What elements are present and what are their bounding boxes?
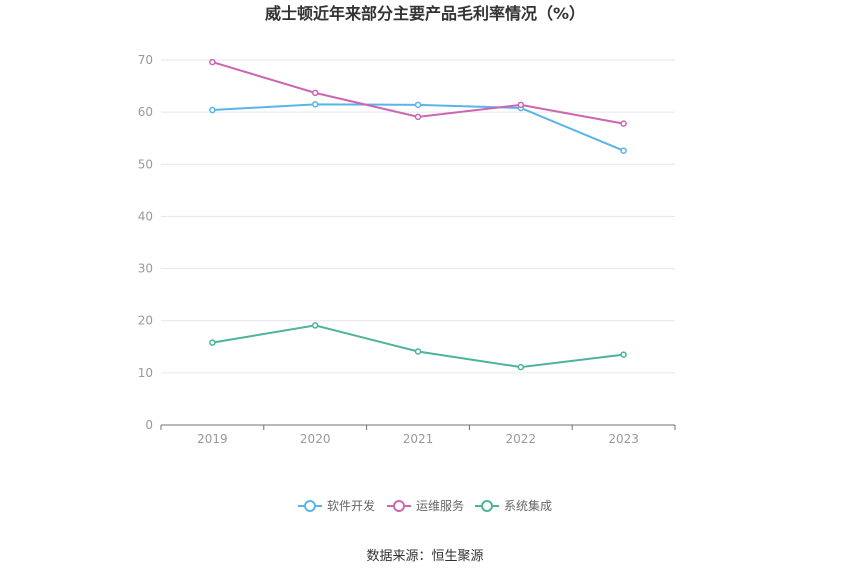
data-point [414,101,422,109]
x-tick-label: 2020 [300,432,331,446]
y-tick-label: 30 [138,262,153,276]
legend-swatch-marker [393,500,405,512]
legend: 软件开发 运维服务 系统集成 [298,498,552,513]
legend-swatch-marker [481,500,493,512]
y-tick-label: 40 [138,209,153,223]
data-point [620,147,627,154]
y-tick-label: 0 [145,418,153,432]
x-tick-label: 2019 [197,432,228,446]
x-tick-label: 2022 [506,432,537,446]
y-tick-label: 50 [138,157,153,171]
data-point [620,120,627,127]
source-note: 数据来源：恒生聚源 [366,549,483,564]
data-point [209,339,216,346]
x-tick-label: 2023 [608,432,639,446]
data-point [209,106,216,114]
x-tick-label: 2021 [403,432,434,446]
series-group [209,58,627,371]
data-point [414,348,422,355]
legend-label: 运维服务 [416,498,464,513]
y-tick-label: 70 [138,53,153,67]
data-point [311,101,319,108]
grid-lines [161,59,675,374]
chart-title: 威士顿近年来部分主要产品毛利率情况（%） [265,4,585,23]
y-tick-label: 10 [138,366,153,380]
series-line-3 [212,324,624,369]
data-point [311,322,319,329]
data-point [620,351,627,358]
data-point [209,58,216,66]
series-line-1 [212,103,624,152]
axes: 0 10 20 30 40 50 60 70 2019 2020 2021 2022 2023 [138,53,676,446]
y-tick-label: 20 [138,314,153,328]
data-point [517,101,525,109]
legend-label: 系统集成 [504,498,552,513]
data-point [414,113,422,121]
data-point [517,363,525,371]
legend-label: 软件开发 [327,498,375,513]
data-point [311,89,319,97]
legend-swatch-marker [304,500,316,512]
y-tick-label: 60 [138,105,153,119]
